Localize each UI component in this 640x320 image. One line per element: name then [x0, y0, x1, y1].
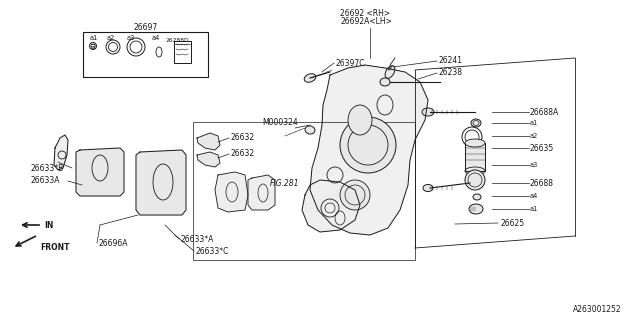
Text: a2: a2	[107, 35, 115, 41]
Text: FRONT: FRONT	[40, 244, 70, 252]
Bar	[465, 143, 485, 171]
Polygon shape	[215, 172, 248, 212]
Text: 26692 <RH>: 26692 <RH>	[340, 9, 390, 18]
Text: 26632: 26632	[230, 148, 254, 157]
Text: 26633*A: 26633*A	[180, 236, 213, 244]
Polygon shape	[248, 175, 275, 210]
Text: a1: a1	[530, 206, 538, 212]
Text: 26688A: 26688A	[530, 108, 559, 116]
Bar	[174, 41, 191, 63]
Polygon shape	[76, 148, 124, 196]
Text: a1: a1	[530, 120, 538, 126]
Text: IN: IN	[44, 220, 53, 229]
Text: a3: a3	[127, 35, 135, 41]
Ellipse shape	[305, 126, 315, 134]
Polygon shape	[197, 152, 220, 167]
Text: a4: a4	[152, 35, 161, 41]
Ellipse shape	[465, 170, 485, 190]
Text: 26688: 26688	[530, 179, 554, 188]
Bar	[193, 122, 415, 260]
Text: 26635: 26635	[530, 143, 554, 153]
Text: a3: a3	[530, 162, 538, 168]
Polygon shape	[197, 133, 220, 150]
Ellipse shape	[473, 194, 481, 200]
Ellipse shape	[471, 119, 481, 127]
Text: M000324: M000324	[262, 117, 298, 126]
Text: a1: a1	[90, 35, 99, 41]
Text: A263001252: A263001252	[573, 306, 622, 315]
Bar	[83, 32, 208, 77]
Ellipse shape	[304, 74, 316, 82]
Ellipse shape	[340, 180, 370, 210]
Text: 26696A: 26696A	[98, 239, 127, 249]
Text: 26288D: 26288D	[165, 37, 189, 43]
Text: 26397C: 26397C	[335, 59, 365, 68]
Text: 26697: 26697	[133, 22, 157, 31]
Text: 26633*B: 26633*B	[30, 164, 63, 172]
Ellipse shape	[469, 204, 483, 214]
Text: a2: a2	[530, 133, 538, 139]
Polygon shape	[136, 150, 186, 215]
Ellipse shape	[385, 66, 395, 78]
Text: 26632: 26632	[230, 132, 254, 141]
Ellipse shape	[465, 139, 485, 147]
Ellipse shape	[422, 108, 434, 116]
Ellipse shape	[423, 185, 433, 191]
Text: 26625: 26625	[500, 219, 524, 228]
Text: 26633A: 26633A	[30, 175, 60, 185]
Text: FIG.281: FIG.281	[270, 179, 300, 188]
Text: 26633*C: 26633*C	[195, 247, 228, 257]
Text: a4: a4	[530, 193, 538, 199]
Polygon shape	[302, 180, 360, 232]
Ellipse shape	[340, 117, 396, 173]
Polygon shape	[310, 65, 428, 235]
Text: 26238: 26238	[438, 68, 462, 76]
Text: 26692A<LH>: 26692A<LH>	[340, 17, 392, 26]
Ellipse shape	[380, 78, 390, 86]
Polygon shape	[54, 135, 68, 170]
Text: 26241: 26241	[438, 55, 462, 65]
Ellipse shape	[348, 105, 372, 135]
